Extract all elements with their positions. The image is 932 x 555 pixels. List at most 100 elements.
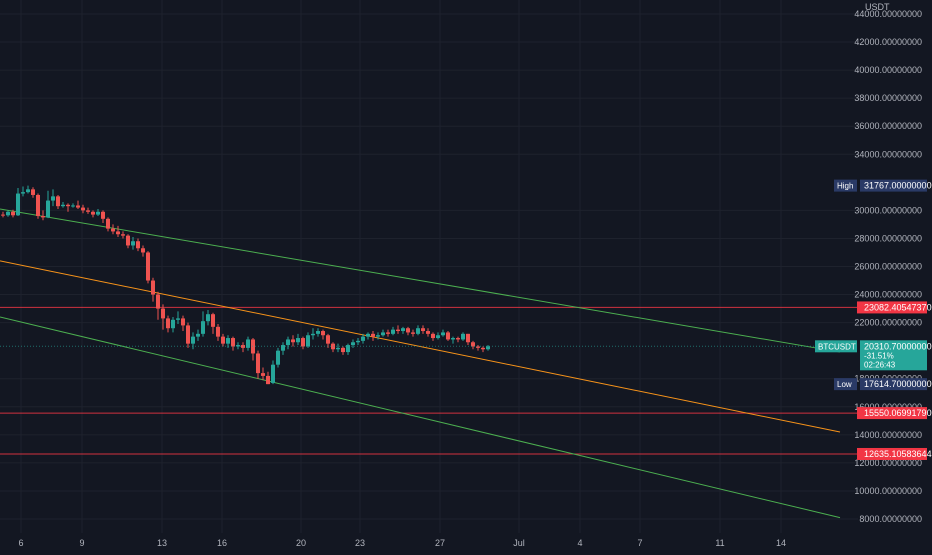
candle-body[interactable]	[171, 319, 175, 329]
candle-body[interactable]	[21, 192, 25, 194]
candle-body[interactable]	[11, 211, 15, 216]
candle-body[interactable]	[226, 338, 230, 344]
candle-body[interactable]	[391, 329, 395, 334]
candle-body[interactable]	[86, 210, 90, 212]
candle-body[interactable]	[191, 336, 195, 344]
candle-body[interactable]	[431, 333, 435, 339]
candle-body[interactable]	[371, 333, 375, 337]
candle-body[interactable]	[321, 331, 325, 336]
candle-body[interactable]	[461, 333, 465, 340]
candle-body[interactable]	[36, 194, 40, 216]
candle-body[interactable]	[96, 211, 100, 215]
candle-body[interactable]	[346, 345, 350, 353]
candle-body[interactable]	[481, 347, 485, 350]
candle-body[interactable]	[291, 339, 295, 343]
candle-body[interactable]	[76, 205, 80, 208]
candle-body[interactable]	[141, 248, 145, 253]
trend-line[interactable]	[0, 316, 841, 519]
candle-body[interactable]	[201, 321, 205, 334]
candle-body[interactable]	[406, 328, 410, 333]
candle-body[interactable]	[451, 338, 455, 340]
candle-body[interactable]	[101, 211, 105, 219]
candle-body[interactable]	[271, 364, 275, 383]
candle-body[interactable]	[466, 333, 470, 343]
candle-body[interactable]	[426, 331, 430, 334]
candle-body[interactable]	[336, 347, 340, 350]
candle-body[interactable]	[146, 252, 150, 281]
candle-body[interactable]	[416, 328, 420, 334]
candle-body[interactable]	[486, 346, 490, 350]
candle-body[interactable]	[186, 325, 190, 344]
candle-body[interactable]	[351, 342, 355, 346]
candle-body[interactable]	[301, 338, 305, 347]
candle-body[interactable]	[376, 335, 380, 337]
candle-body[interactable]	[471, 342, 475, 347]
candle-body[interactable]	[16, 193, 20, 216]
candle-body[interactable]	[206, 314, 210, 322]
candle-body[interactable]	[256, 353, 260, 374]
candle-body[interactable]	[361, 336, 365, 341]
candle-body[interactable]	[266, 375, 270, 385]
candle-body[interactable]	[1, 214, 5, 216]
candle-body[interactable]	[46, 200, 50, 218]
candle-body[interactable]	[311, 333, 315, 336]
candle-body[interactable]	[261, 373, 265, 376]
candle-body[interactable]	[381, 332, 385, 336]
candle-body[interactable]	[366, 333, 370, 337]
candle-body[interactable]	[281, 345, 285, 351]
candle-body[interactable]	[211, 314, 215, 327]
candle-body[interactable]	[181, 318, 185, 326]
candle-body[interactable]	[286, 339, 290, 346]
candle-body[interactable]	[276, 350, 280, 365]
candle-body[interactable]	[136, 241, 140, 249]
candle-body[interactable]	[476, 346, 480, 348]
candle-body[interactable]	[401, 328, 405, 332]
candle-body[interactable]	[166, 318, 170, 329]
candle-body[interactable]	[316, 331, 320, 334]
candle-body[interactable]	[156, 294, 160, 309]
candle-body[interactable]	[236, 345, 240, 347]
candle-body[interactable]	[411, 332, 415, 334]
candle-body[interactable]	[231, 338, 235, 347]
candle-body[interactable]	[396, 329, 400, 332]
candle-body[interactable]	[26, 189, 30, 193]
candle-body[interactable]	[446, 332, 450, 340]
candle-body[interactable]	[51, 196, 55, 201]
candle-body[interactable]	[441, 332, 445, 336]
candle-body[interactable]	[116, 231, 120, 235]
candle-body[interactable]	[41, 216, 45, 218]
candle-body[interactable]	[71, 205, 75, 207]
candle-body[interactable]	[91, 211, 95, 215]
candle-body[interactable]	[246, 339, 250, 348]
trend-line[interactable]	[0, 208, 841, 353]
candle-body[interactable]	[176, 318, 180, 320]
candle-body[interactable]	[151, 280, 155, 295]
candle-body[interactable]	[456, 338, 460, 340]
candle-body[interactable]	[66, 204, 70, 207]
candle-body[interactable]	[56, 196, 60, 207]
candle-body[interactable]	[106, 218, 110, 229]
candle-body[interactable]	[161, 308, 165, 319]
candle-body[interactable]	[356, 340, 360, 343]
candle-body[interactable]	[111, 228, 115, 232]
candle-body[interactable]	[31, 189, 35, 195]
candle-body[interactable]	[81, 207, 85, 211]
candle-body[interactable]	[421, 328, 425, 332]
candle-body[interactable]	[121, 234, 125, 236]
candle-body[interactable]	[61, 204, 65, 207]
candle-body[interactable]	[216, 326, 220, 337]
candle-body[interactable]	[386, 332, 390, 334]
candle-body[interactable]	[126, 235, 130, 246]
candle-body[interactable]	[306, 335, 310, 347]
candle-body[interactable]	[131, 241, 135, 246]
candle-body[interactable]	[196, 333, 200, 337]
candle-body[interactable]	[6, 211, 10, 216]
candle-body[interactable]	[326, 335, 330, 344]
candle-body[interactable]	[341, 347, 345, 353]
candle-body[interactable]	[221, 336, 225, 344]
candle-body[interactable]	[296, 338, 300, 343]
candle-body[interactable]	[436, 335, 440, 339]
